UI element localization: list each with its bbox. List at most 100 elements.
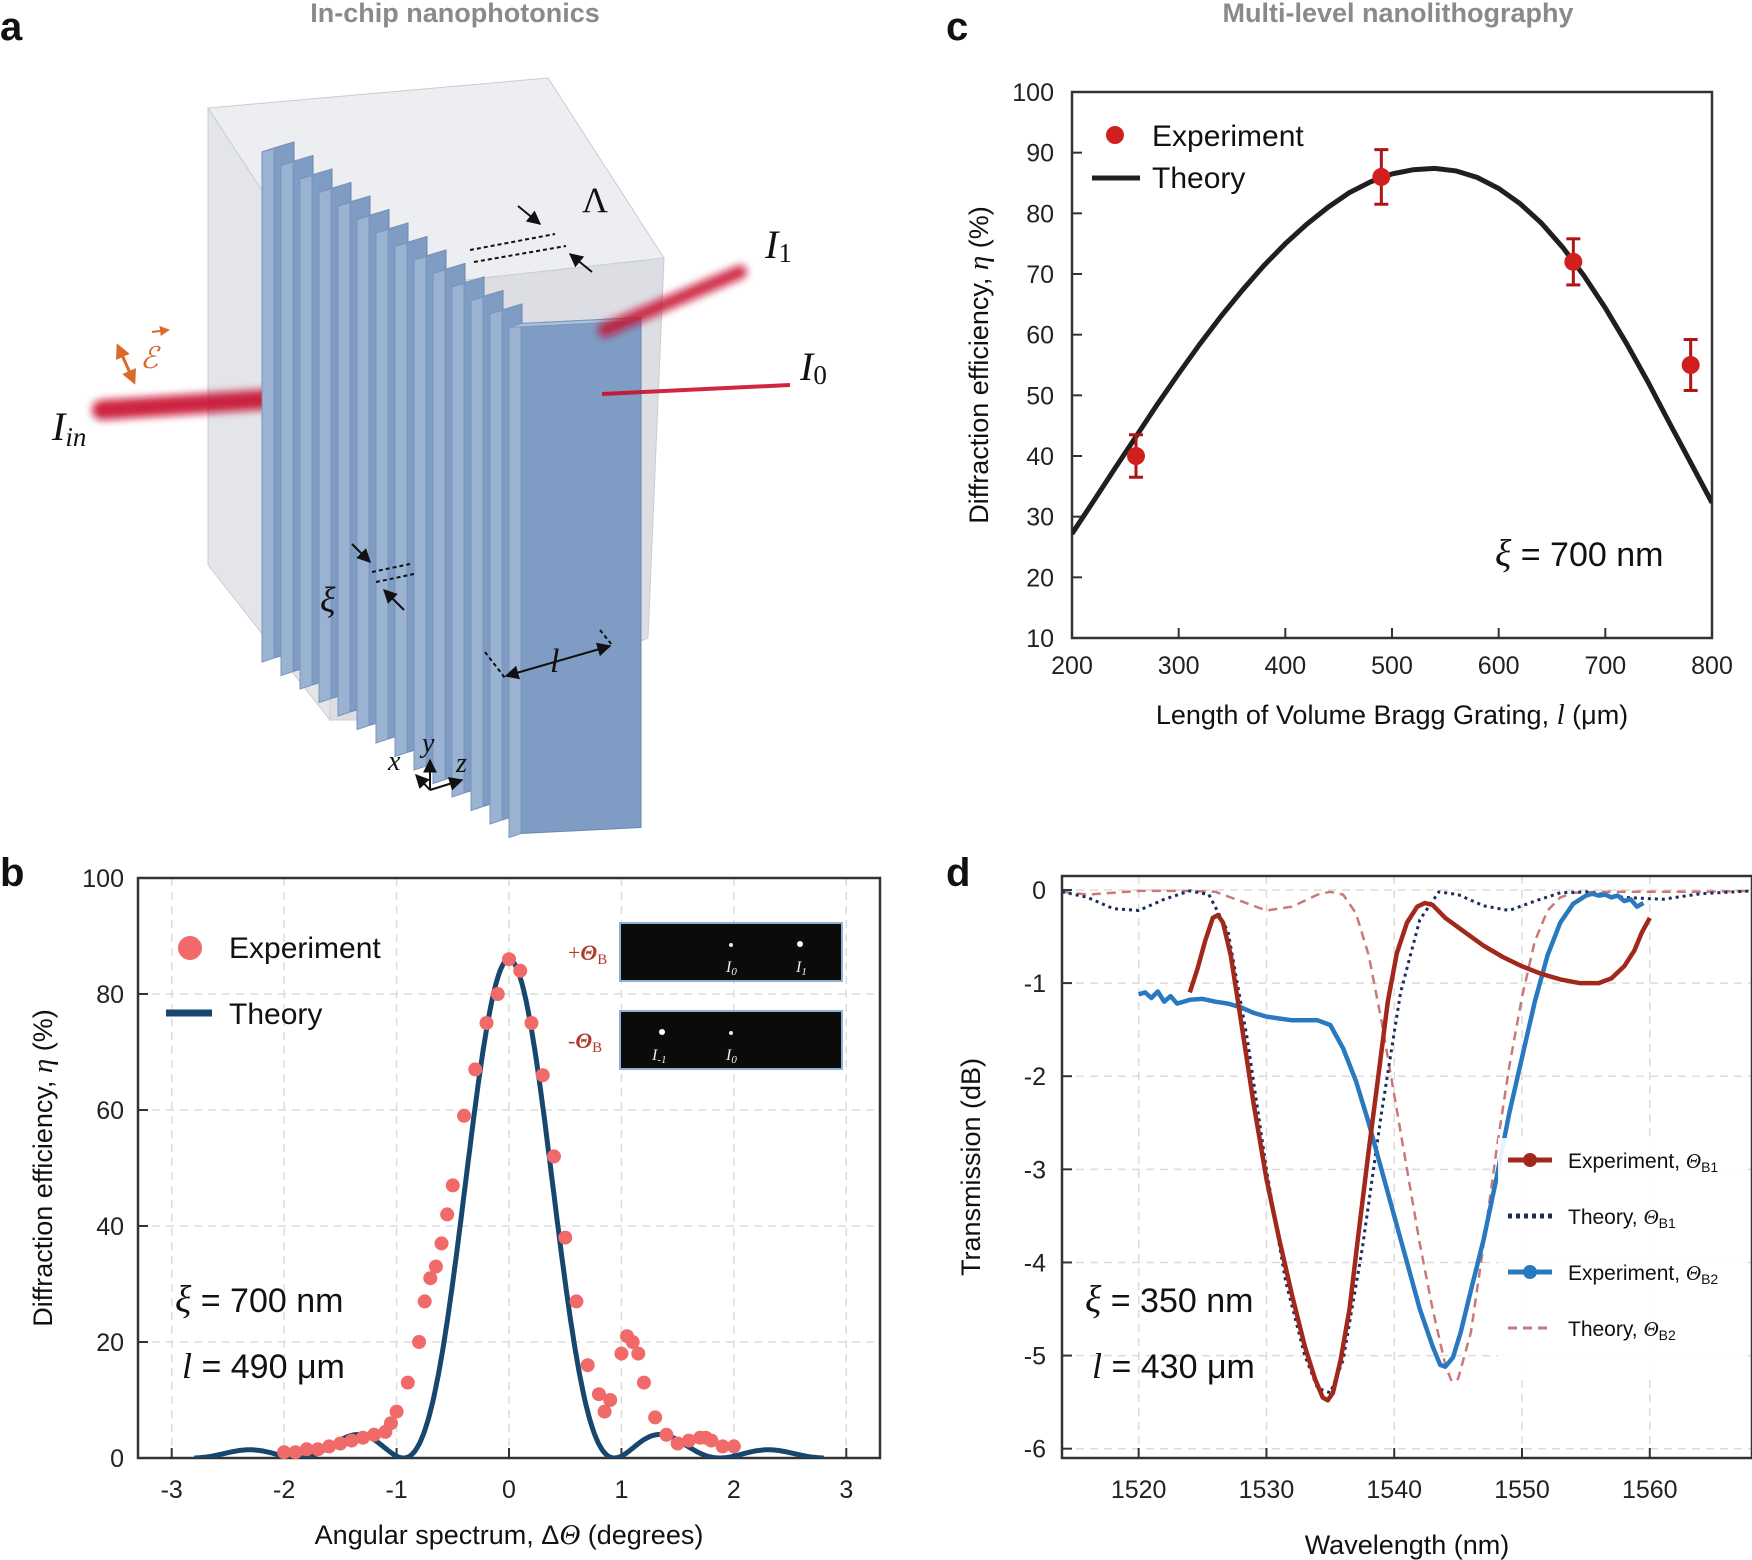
x-tick-label: 1560 bbox=[1622, 1476, 1678, 1504]
inset-label-I1: I1 bbox=[795, 959, 807, 978]
panel-b-marks bbox=[194, 952, 824, 1460]
y-tick-label: -3 bbox=[1024, 1156, 1046, 1184]
inset-spot-I-1 bbox=[659, 1029, 665, 1035]
y-tick-label: 30 bbox=[1026, 504, 1054, 532]
grating-slab-top bbox=[375, 222, 409, 234]
field-label: ℰ bbox=[140, 342, 161, 375]
y-tick-label: 40 bbox=[1026, 443, 1054, 471]
panel-c-xi-annotation: ξ = 700 nm bbox=[1495, 533, 1663, 575]
experiment-point bbox=[355, 1430, 370, 1445]
experiment-point bbox=[367, 1427, 382, 1442]
grating-slab-edge bbox=[318, 187, 332, 704]
experiment-point bbox=[648, 1410, 663, 1425]
y-tick-label: -6 bbox=[1024, 1436, 1046, 1464]
inset-minus-theta-label: -ΘB bbox=[568, 1028, 602, 1056]
xi-arrow-2 bbox=[383, 589, 405, 611]
y-tick-label: 80 bbox=[96, 981, 124, 1009]
x-tick-label: 0 bbox=[502, 1476, 516, 1504]
grating-slab-top bbox=[299, 168, 333, 180]
experiment-point bbox=[310, 1442, 325, 1457]
grating-slab-edge bbox=[413, 255, 427, 771]
y-axis-label: Diffraction efficiency, η (%) bbox=[27, 1009, 59, 1327]
experiment-point bbox=[423, 1271, 438, 1286]
experiment-point bbox=[445, 1178, 460, 1193]
y-tick-label: 10 bbox=[1026, 625, 1054, 653]
y-tick-label: 0 bbox=[110, 1445, 124, 1473]
y-axis-label: Diffraction efficiency, η (%) bbox=[963, 206, 995, 524]
experiment-point bbox=[428, 1259, 443, 1274]
experiment-point bbox=[457, 1108, 472, 1123]
y-tick-label: 20 bbox=[96, 1329, 124, 1357]
panel-b-legend: Experiment Theory bbox=[166, 932, 381, 1031]
legend-exp-b1-label: Experiment, ΘB1 bbox=[1568, 1149, 1718, 1175]
x-tick-label: 400 bbox=[1264, 652, 1306, 680]
experiment-point bbox=[440, 1207, 455, 1222]
panel-a-illustration: a In-chip nanophotonics Λ ξ l I1 I0 Iin bbox=[0, 0, 827, 839]
x-tick-label: -1 bbox=[385, 1476, 407, 1504]
grating-slab-top bbox=[356, 209, 390, 220]
field-arrow bbox=[116, 343, 136, 385]
y-tick-label: -1 bbox=[1024, 970, 1046, 998]
axis-z-label: z bbox=[455, 748, 467, 779]
legend-theory-label: Theory bbox=[1152, 162, 1245, 195]
x-tick-label: 1520 bbox=[1111, 1476, 1167, 1504]
experiment-point bbox=[558, 1230, 573, 1245]
legend-experiment-label: Experiment bbox=[229, 932, 381, 965]
x-tick-label: 3 bbox=[839, 1476, 853, 1504]
grating-slab-edge bbox=[299, 174, 313, 690]
length-arrow bbox=[504, 642, 612, 680]
grating-slab-top bbox=[432, 263, 466, 274]
x-tick-label: 700 bbox=[1584, 652, 1626, 680]
inset-spot-I1 bbox=[797, 941, 803, 947]
period-arrow-1 bbox=[517, 205, 542, 225]
period-arrow-2 bbox=[568, 253, 593, 273]
experiment-point bbox=[1564, 252, 1583, 271]
x-tick-label: 300 bbox=[1158, 652, 1200, 680]
x-tick-label: 1540 bbox=[1366, 1476, 1422, 1504]
legend-th-b1-label: Theory, ΘB1 bbox=[1568, 1205, 1676, 1231]
inset-image-minus bbox=[619, 1010, 843, 1070]
grating-slab-edge bbox=[261, 147, 275, 663]
x-tick-label: 1550 bbox=[1494, 1476, 1550, 1504]
y-tick-label: 50 bbox=[1026, 382, 1054, 410]
legend-exp-b1-marker bbox=[1523, 1153, 1537, 1167]
experiment-point bbox=[1681, 356, 1700, 374]
panel-a-title: In-chip nanophotonics bbox=[310, 0, 599, 28]
plot-frame bbox=[1060, 874, 1752, 1460]
x-tick-label: -2 bbox=[273, 1476, 295, 1504]
field-vector-arrow bbox=[151, 326, 170, 336]
grating-slab-edge bbox=[489, 309, 503, 825]
legend-background bbox=[1498, 1138, 1742, 1378]
axis-y-label: y bbox=[419, 728, 435, 759]
y-tick-label: 60 bbox=[1026, 322, 1054, 350]
experiment-point bbox=[569, 1294, 584, 1309]
diffracted-beam-I1 bbox=[598, 265, 747, 337]
series-curve-B1-dotted bbox=[1062, 889, 1752, 1395]
axis-z-arrow bbox=[429, 777, 464, 791]
y-tick-label: 40 bbox=[96, 1213, 124, 1241]
y-tick-label: 0 bbox=[1032, 877, 1046, 905]
experiment-point bbox=[726, 1439, 741, 1454]
experiment-point bbox=[591, 1387, 606, 1402]
legend-experiment-marker bbox=[1106, 126, 1124, 144]
panel-c-letter: c bbox=[946, 5, 968, 49]
y-tick-label: 70 bbox=[1026, 261, 1054, 289]
experiment-point bbox=[659, 1427, 674, 1442]
panel-c-legend: Experiment Theory bbox=[1092, 120, 1304, 195]
I0-label: I0 bbox=[799, 344, 827, 390]
panel-d-marks bbox=[1062, 889, 1752, 1403]
lambda-label: Λ bbox=[582, 180, 608, 220]
experiment-point bbox=[513, 963, 528, 978]
grating-slab-top bbox=[261, 141, 295, 153]
grating-slabs bbox=[261, 141, 642, 839]
grating-slab-edge bbox=[375, 228, 389, 744]
panel-a-letter: a bbox=[0, 5, 23, 49]
experiment-point bbox=[299, 1442, 314, 1457]
y-tick-label: 80 bbox=[1026, 200, 1054, 228]
y-tick-label: 100 bbox=[82, 865, 124, 893]
x-axis-label: Length of Volume Bragg Grating, l (μm) bbox=[1156, 699, 1628, 731]
experiment-point bbox=[1372, 167, 1391, 186]
y-tick-label: -2 bbox=[1024, 1063, 1046, 1091]
x-tick-label: 1530 bbox=[1239, 1476, 1295, 1504]
